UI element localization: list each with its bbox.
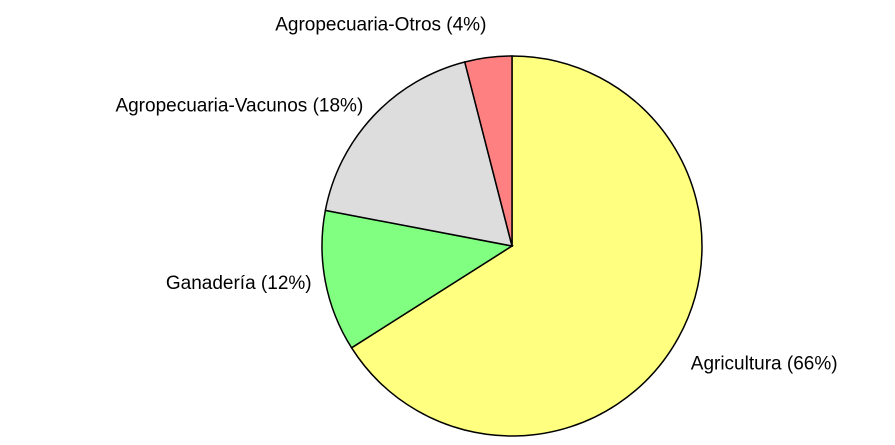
pie-slice	[324, 61, 514, 247]
slice-label: Ganadería (12%)	[166, 273, 312, 294]
pie-slice	[350, 55, 703, 437]
slice-label: Agropecuaria-Vacunos (18%)	[115, 95, 363, 116]
slice-label: Agropecuaria-Otros (4%)	[275, 15, 486, 36]
pie-slice	[321, 209, 515, 349]
pie-slice	[463, 55, 513, 247]
slice-label: Agricultura (66%)	[691, 353, 838, 374]
